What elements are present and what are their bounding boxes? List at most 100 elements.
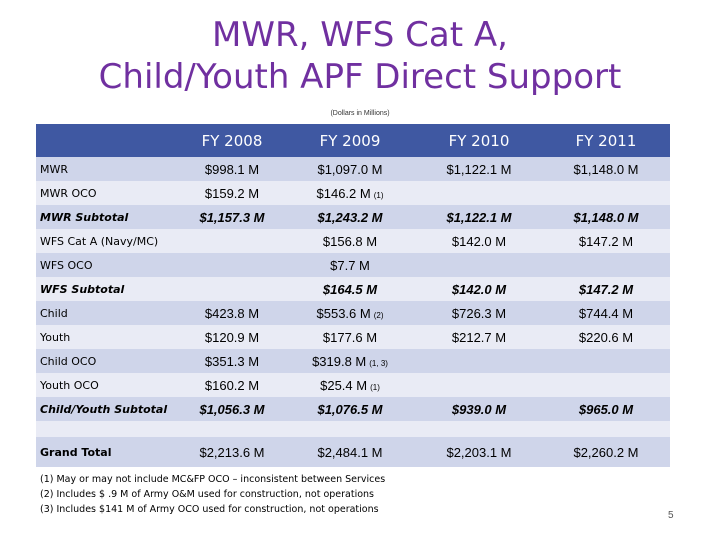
- cell-fy2009: $156.8 M: [284, 229, 416, 253]
- table-row: Child/Youth Subtotal $1,056.3 M $1,076.5 M…: [36, 397, 670, 421]
- cell-fy2008: $423.8 M: [180, 301, 284, 325]
- cell-fy2010: [416, 253, 542, 277]
- cell-value: $939.0 M: [451, 401, 507, 417]
- footnote-3: (3) Includes $141 M of Army OCO used for…: [40, 504, 379, 515]
- page-number: 5: [668, 510, 674, 521]
- header-fy2010: FY 2010: [448, 131, 510, 150]
- cell-fy2009: $1,097.0 M: [284, 157, 416, 181]
- footnote-2: (2) Includes $ .9 M of Army O&M used for…: [40, 489, 375, 500]
- table-row: MWR Subtotal $1,157.3 M $1,243.2 M $1,122.1…: [36, 205, 670, 229]
- cell-value: $7.7 M: [330, 257, 370, 273]
- title-line-1: MWR, WFS Cat A,: [212, 15, 508, 55]
- header-fy2008: FY 2008: [201, 131, 263, 150]
- table-row: Youth $120.9 M $177.6 M $212.7 M $220.6 M: [36, 325, 670, 349]
- row-label: Youth OCO: [40, 378, 99, 392]
- cell-fy2009: $553.6 M (2): [284, 301, 416, 325]
- row-label: Child/Youth Subtotal: [40, 402, 168, 416]
- row-label: Grand Total: [40, 445, 112, 459]
- cell-value: $744.4 M: [578, 305, 634, 321]
- cell-fy2010: [416, 373, 542, 397]
- cell-fy2011: $965.0 M: [542, 397, 670, 421]
- cell-value: $319.8 M: [312, 353, 367, 369]
- cell-value: $164.5 M: [322, 281, 378, 297]
- cell-fy2009: $1,076.5 M: [284, 397, 416, 421]
- cell-value: $1,076.5 M: [317, 401, 383, 417]
- cell-fy2008: $1,056.3 M: [180, 397, 284, 421]
- cell-fy2011: [542, 349, 670, 373]
- cell-value: $965.0 M: [578, 401, 634, 417]
- footnote-ref: (1, 3): [369, 358, 388, 368]
- table-row: Child $423.8 M $553.6 M (2) $726.3 M $744.4 M: [36, 301, 670, 325]
- cell-value: $2,213.6 M: [199, 444, 265, 460]
- cell-value: $146.2 M: [316, 185, 371, 201]
- cell-fy2011: [542, 181, 670, 205]
- cell-value: $726.3 M: [451, 305, 507, 321]
- header-fy2009: FY 2009: [319, 131, 381, 150]
- cell-value: $1,157.3 M: [199, 209, 265, 225]
- header-blank: [36, 124, 180, 157]
- cell-fy2011: $1,148.0 M: [542, 205, 670, 229]
- cell-fy2011: [542, 253, 670, 277]
- cell-fy2009: $2,484.1 M: [284, 437, 416, 467]
- cell-fy2008: [180, 229, 284, 253]
- cell-value: $423.8 M: [204, 305, 260, 321]
- cell-fy2011: $147.2 M: [542, 277, 670, 301]
- table-row: Grand Total $2,213.6 M $2,484.1 M $2,203.1 …: [36, 437, 670, 467]
- cell-fy2010: $142.0 M: [416, 277, 542, 301]
- cell-fy2008: $2,213.6 M: [180, 437, 284, 467]
- row-label: WFS Cat A (Navy/MC): [40, 234, 159, 248]
- table-row: Youth OCO $160.2 M $25.4 M (1): [36, 373, 670, 397]
- cell-fy2010: $1,122.1 M: [416, 157, 542, 181]
- row-label: Child OCO: [40, 354, 97, 368]
- table-row: WFS Cat A (Navy/MC) $156.8 M $142.0 M $147.…: [36, 229, 670, 253]
- cell-value: $1,097.0 M: [317, 161, 383, 177]
- cell-value: $2,260.2 M: [573, 444, 639, 460]
- cell-value: $220.6 M: [578, 329, 634, 345]
- cell-fy2009: $319.8 M (1, 3): [284, 349, 416, 373]
- cell-fy2010: $939.0 M: [416, 397, 542, 421]
- row-label: MWR: [40, 162, 69, 176]
- cell-fy2010: [416, 349, 542, 373]
- cell-value: $1,122.1 M: [446, 161, 512, 177]
- title-line-2: Child/Youth APF Direct Support: [98, 57, 622, 97]
- cell-value: $1,243.2 M: [317, 209, 383, 225]
- cell-value: $1,122.1 M: [446, 209, 512, 225]
- footnote-ref: (1): [373, 190, 384, 200]
- cell-value: $160.2 M: [204, 377, 260, 393]
- cell-fy2008: $998.1 M: [180, 157, 284, 181]
- cell-fy2011: $1,148.0 M: [542, 157, 670, 181]
- row-label: Child: [40, 306, 68, 320]
- cell-fy2008: $159.2 M: [180, 181, 284, 205]
- cell-fy2009: $25.4 M (1): [284, 373, 416, 397]
- cell-fy2010: $1,122.1 M: [416, 205, 542, 229]
- cell-value: $553.6 M: [316, 305, 371, 321]
- cell-fy2008: [180, 277, 284, 301]
- table-row: MWR $998.1 M $1,097.0 M $1,122.1 M $1,148.0 …: [36, 157, 670, 181]
- cell-fy2011: [542, 373, 670, 397]
- cell-value: $1,148.0 M: [573, 209, 639, 225]
- cell-fy2010: $2,203.1 M: [416, 437, 542, 467]
- cell-value: $159.2 M: [204, 185, 260, 201]
- row-label: WFS OCO: [40, 258, 93, 272]
- footnotes: (1) May or may not include MC&FP OCO – i…: [40, 472, 385, 517]
- cell-value: $142.0 M: [451, 233, 507, 249]
- cell-fy2010: [416, 181, 542, 205]
- table-row: WFS Subtotal $164.5 M $142.0 M $147.2 M: [36, 277, 670, 301]
- spacer-cell: [36, 421, 670, 437]
- footnote-1: (1) May or may not include MC&FP OCO – i…: [40, 474, 386, 485]
- cell-value: $156.8 M: [322, 233, 378, 249]
- cell-fy2008: $160.2 M: [180, 373, 284, 397]
- cell-value: $1,148.0 M: [573, 161, 639, 177]
- table-row: WFS OCO $7.7 M: [36, 253, 670, 277]
- units-subtitle: (Dollars in Millions): [330, 110, 390, 117]
- cell-fy2008: [180, 253, 284, 277]
- cell-fy2008: $120.9 M: [180, 325, 284, 349]
- cell-fy2011: $220.6 M: [542, 325, 670, 349]
- header-row: FY 2008 FY 2009 FY 2010 FY 2011: [36, 124, 670, 157]
- cell-value: $120.9 M: [204, 329, 260, 345]
- row-label: MWR Subtotal: [40, 210, 129, 224]
- header-fy2011: FY 2011: [575, 131, 637, 150]
- cell-value: $351.3 M: [204, 353, 260, 369]
- footnote-ref: (2): [373, 310, 384, 320]
- cell-fy2008: $1,157.3 M: [180, 205, 284, 229]
